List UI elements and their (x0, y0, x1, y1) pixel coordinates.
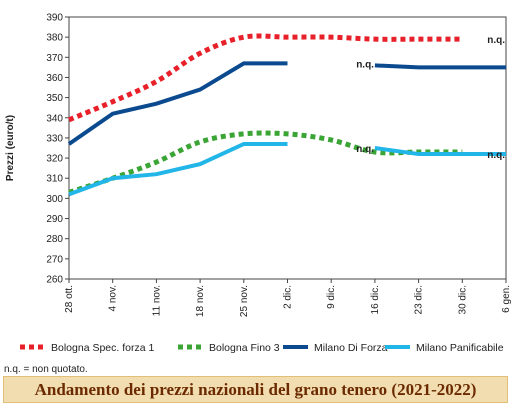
series-line-milano-di-forza (374, 63, 506, 70)
legend-label: Bologna Spec. forza 1 (51, 342, 154, 354)
y-tick-label: 330 (46, 133, 63, 144)
y-tick-label: 290 (46, 214, 63, 225)
x-tick-label: 9 dic. (326, 285, 337, 309)
nq-annotation: n.q. (487, 150, 505, 161)
x-tick-label: 28 ott. (64, 285, 75, 313)
x-tick-label: 2 dic. (283, 285, 294, 309)
y-tick-label: 340 (46, 113, 63, 124)
legend-label: Milano Panificabile (416, 342, 504, 354)
legend-label: Milano Di Forza (314, 342, 388, 354)
y-axis-title: Prezzi (euro/t) (5, 115, 16, 181)
y-tick-label: 320 (46, 154, 63, 165)
y-tick-label: 380 (46, 33, 63, 44)
y-tick-label: 260 (46, 275, 63, 286)
y-tick-label: 360 (46, 73, 63, 84)
legend-label: Bologna Fino 3 (209, 342, 280, 354)
y-tick-label: 310 (46, 174, 63, 185)
y-tick-label: 270 (46, 254, 63, 265)
y-tick-label: 300 (46, 194, 63, 205)
nq-annotation: n.q. (487, 35, 505, 46)
x-tick-label: 11 nov. (151, 285, 162, 316)
y-tick-label: 350 (46, 93, 63, 104)
plot-area (68, 16, 507, 280)
x-tick-label: 4 nov. (108, 285, 119, 312)
series-line-bologna-spec-forza-1 (68, 33, 463, 123)
footnote: n.q. = non quotato. (4, 364, 88, 375)
x-tick-label: 6 gen. (501, 285, 512, 313)
y-tick-label: 390 (46, 13, 63, 24)
nq-annotation: n.q. (356, 144, 374, 155)
y-tick-label: 280 (46, 234, 63, 245)
title-bar: Andamento dei prezzi nazionali del grano… (3, 376, 508, 403)
nq-annotation: n.q. (356, 59, 374, 70)
x-tick-label: 25 nov. (239, 285, 250, 317)
x-tick-label: 18 nov. (195, 285, 206, 317)
series-line-milano-panificabile (374, 146, 506, 157)
x-tick-label: 30 dic. (457, 285, 468, 314)
series-line-milano-panificabile (68, 141, 288, 197)
x-tick-label: 16 dic. (370, 285, 381, 314)
series-line-bologna-fino-3 (68, 130, 463, 195)
chart-title: Andamento dei prezzi nazionali del grano… (34, 379, 477, 399)
series-line-milano-di-forza (67, 61, 288, 146)
x-tick-label: 23 dic. (414, 285, 425, 314)
y-tick-label: 370 (46, 53, 63, 64)
